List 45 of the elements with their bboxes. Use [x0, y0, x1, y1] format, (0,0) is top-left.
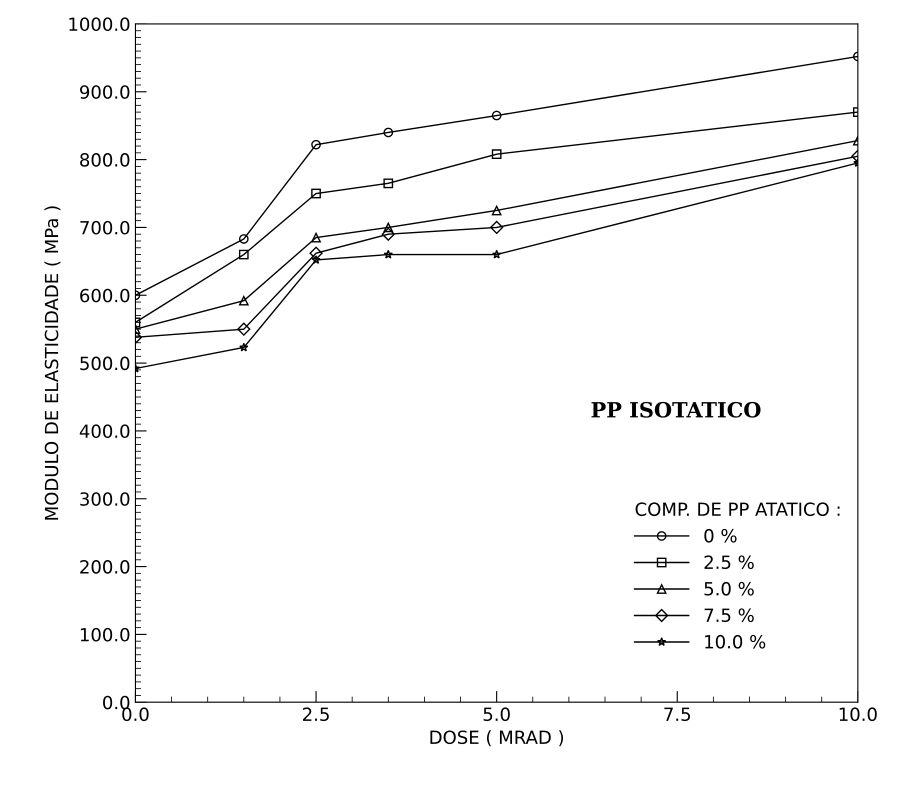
point: [238, 296, 249, 306]
x-axis-title: DOSE ( MRAD ): [430, 730, 564, 746]
point: [237, 322, 250, 336]
legend-label: 7.5 %: [704, 608, 754, 622]
y-tick-label: 400.0: [80, 424, 130, 438]
point: [492, 206, 502, 216]
point: [239, 342, 248, 352]
y-tick-label: 900.0: [80, 85, 130, 99]
point: [382, 228, 395, 241]
x-tick-label: 2.5: [303, 707, 329, 722]
y-tick-label: 100.0: [80, 628, 130, 642]
annotation: PP ISOTATICO: [592, 402, 761, 418]
point: [311, 140, 321, 150]
legend-label: 0 %: [704, 528, 737, 543]
y-tick-label: 200.0: [80, 560, 130, 574]
x-tick-label: 0.0: [122, 707, 149, 722]
point: [383, 128, 394, 138]
point: [309, 246, 323, 260]
point: [384, 250, 393, 259]
point: [383, 222, 394, 232]
legend-label: 10.0 %: [705, 634, 766, 649]
point: [383, 178, 394, 188]
point: [311, 232, 321, 242]
point: [238, 250, 249, 260]
y-axis-title: MODULO DE ELASTICIDADE ( MPa ): [44, 206, 60, 520]
point: [492, 149, 502, 160]
legend-label: 2.5 %: [704, 555, 754, 570]
y-tick-label: 0.0: [103, 696, 130, 710]
y-tick-label: 300.0: [80, 492, 130, 506]
x-tick-label: 7.5: [664, 708, 690, 722]
point: [311, 255, 321, 264]
y-tick-label: 700.0: [80, 220, 130, 235]
y-tick-label: 800.0: [80, 153, 130, 167]
point: [492, 110, 502, 120]
x-tick-label: 10.0: [840, 707, 877, 722]
legend-label: 5.0 %: [704, 582, 754, 596]
y-tick-label: 500.0: [80, 356, 130, 370]
point: [490, 220, 504, 234]
y-tick-label: 600.0: [80, 288, 130, 302]
point: [311, 188, 321, 198]
point: [238, 234, 249, 244]
y-tick-label: 1000.0: [69, 17, 130, 32]
x-tick-label: 5.0: [484, 707, 510, 722]
point: [492, 250, 502, 259]
legend-title: COMP. DE PP ATATICO :: [636, 502, 840, 516]
